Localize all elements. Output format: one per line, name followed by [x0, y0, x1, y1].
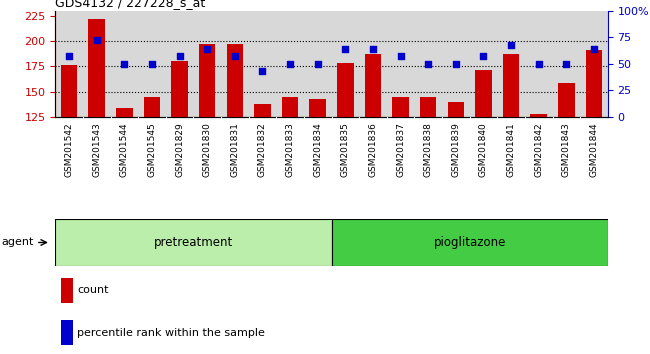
Bar [337, 63, 354, 243]
Text: GSM201829: GSM201829 [175, 122, 184, 177]
Bar [309, 99, 326, 243]
Text: GSM201837: GSM201837 [396, 122, 405, 177]
Bar [61, 278, 73, 303]
Text: GDS4132 / 227228_s_at: GDS4132 / 227228_s_at [55, 0, 205, 10]
Text: percentile rank within the sample: percentile rank within the sample [77, 328, 265, 338]
Bar [420, 97, 437, 243]
Point [313, 61, 323, 67]
Bar [227, 44, 243, 243]
Bar [144, 97, 161, 243]
Text: GSM201838: GSM201838 [424, 122, 433, 177]
Point [257, 68, 268, 74]
Point [174, 53, 185, 59]
Point [340, 46, 350, 52]
Point [589, 46, 599, 52]
Bar [365, 54, 381, 243]
Bar [447, 102, 464, 243]
Text: GSM201840: GSM201840 [479, 122, 488, 177]
Point [368, 46, 378, 52]
Text: GSM201834: GSM201834 [313, 122, 322, 177]
Bar [61, 320, 73, 345]
Text: agent: agent [1, 238, 34, 247]
Point [119, 61, 129, 67]
Bar [281, 97, 298, 243]
Point [423, 61, 434, 67]
Text: count: count [77, 285, 109, 295]
Bar [332, 219, 608, 266]
Bar [61, 65, 77, 243]
Text: pretreatment: pretreatment [154, 236, 233, 249]
Text: GSM201839: GSM201839 [451, 122, 460, 177]
Point [202, 46, 213, 52]
Point [285, 61, 295, 67]
Text: GSM201833: GSM201833 [285, 122, 294, 177]
Text: GSM201844: GSM201844 [590, 122, 599, 177]
Point [64, 53, 74, 59]
Text: GSM201542: GSM201542 [64, 122, 73, 177]
Text: GSM201543: GSM201543 [92, 122, 101, 177]
Bar [254, 104, 271, 243]
Text: GSM201831: GSM201831 [230, 122, 239, 177]
Point [478, 53, 489, 59]
Point [147, 61, 157, 67]
Bar [172, 61, 188, 243]
Text: GSM201832: GSM201832 [258, 122, 267, 177]
Bar [55, 219, 332, 266]
Text: GSM201843: GSM201843 [562, 122, 571, 177]
Point [506, 42, 516, 47]
Bar [392, 97, 409, 243]
Text: GSM201830: GSM201830 [203, 122, 212, 177]
Point [561, 61, 571, 67]
Point [395, 53, 406, 59]
Bar [88, 19, 105, 243]
Point [450, 61, 461, 67]
Bar [503, 54, 519, 243]
Text: GSM201842: GSM201842 [534, 122, 543, 177]
Bar [586, 50, 602, 243]
Bar [530, 114, 547, 243]
Bar [116, 108, 133, 243]
Text: GSM201544: GSM201544 [120, 122, 129, 177]
Text: GSM201545: GSM201545 [148, 122, 157, 177]
Point [92, 38, 102, 43]
Bar [558, 84, 575, 243]
Text: GSM201835: GSM201835 [341, 122, 350, 177]
Bar [199, 44, 216, 243]
Text: GSM201836: GSM201836 [369, 122, 378, 177]
Point [534, 61, 544, 67]
Bar [475, 70, 491, 243]
Point [229, 53, 240, 59]
Text: GSM201841: GSM201841 [506, 122, 515, 177]
Text: pioglitazone: pioglitazone [434, 236, 506, 249]
